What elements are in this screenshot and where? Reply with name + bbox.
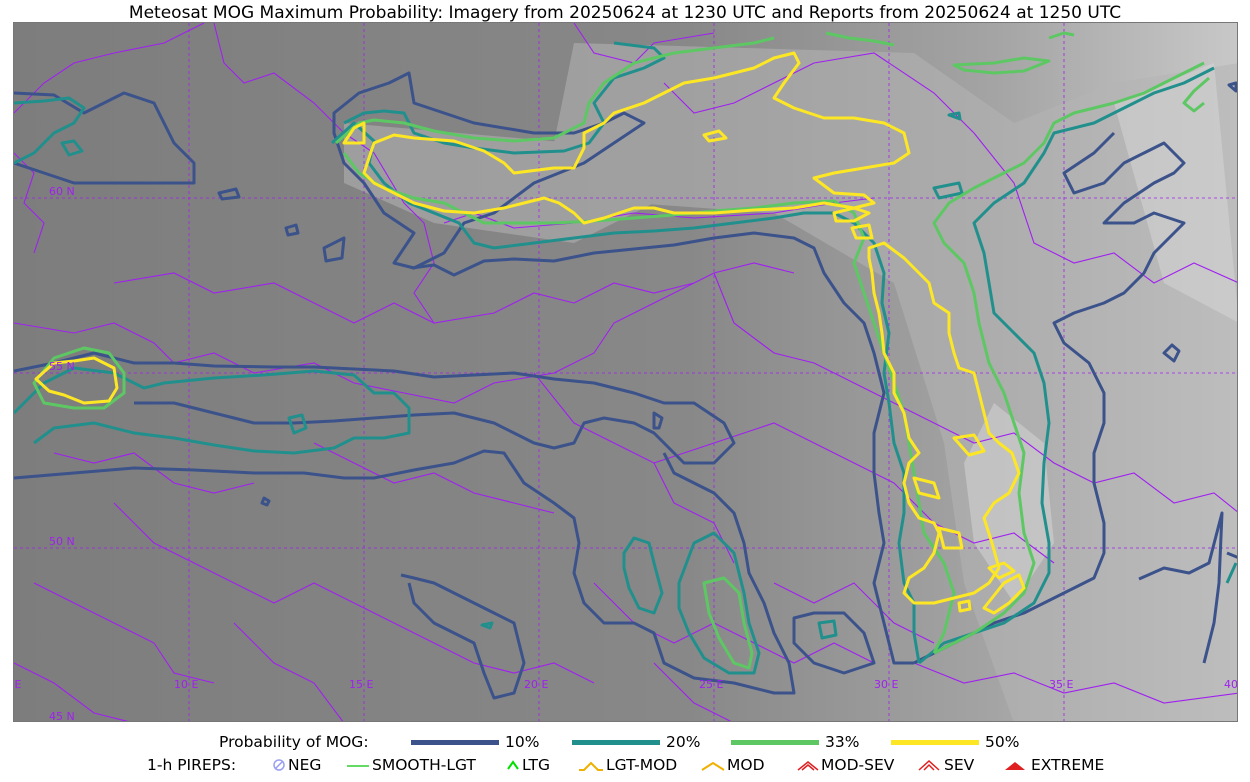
neg-icon xyxy=(273,759,285,771)
legend-item-sev: SEV xyxy=(918,756,974,774)
lat-label-45: 45 N xyxy=(49,710,75,722)
smooth-lgt-icon xyxy=(347,765,369,767)
legend-item-extreme: EXTREME xyxy=(1003,756,1104,774)
legend-item-20: 20% xyxy=(572,733,700,751)
lgt-mod-icon xyxy=(579,761,603,771)
legend-item-50: 50% xyxy=(891,733,1019,751)
swatch-20-line xyxy=(572,739,660,745)
pirep-legend-label: 1-h PIREPS: xyxy=(147,756,237,774)
legend-item-10: 10% xyxy=(411,733,539,751)
legend-item-neg: NEG xyxy=(272,756,321,774)
extreme-icon xyxy=(1005,762,1025,770)
contour-20-percent xyxy=(14,41,1237,675)
swatch-10-line xyxy=(411,739,499,745)
country-borders xyxy=(14,23,1237,721)
lon-label-20: 20 E xyxy=(524,678,548,691)
lon-label-5: 5 E xyxy=(14,678,21,691)
probability-legend-label: Probability of MOG: xyxy=(219,733,369,751)
lon-label-10: 10 E xyxy=(174,678,198,691)
lon-label-25: 25 E xyxy=(699,678,723,691)
cloud-shading xyxy=(344,43,1237,721)
lat-label-55: 55 N xyxy=(49,360,75,373)
legend-item-lgt-mod: LGT-MOD xyxy=(578,756,677,774)
satellite-map[interactable]: 60 N 55 N 50 N 45 N 5 E 10 E 15 E 20 E 2… xyxy=(13,22,1238,722)
mod-icon xyxy=(701,761,725,771)
contour-10-percent xyxy=(14,71,1237,700)
mod-sev-icon xyxy=(797,761,819,771)
map-canvas: 60 N 55 N 50 N 45 N 5 E 10 E 15 E 20 E 2… xyxy=(14,23,1238,722)
sev-icon xyxy=(918,759,940,771)
lat-label-50: 50 N xyxy=(49,535,75,548)
lat-label-60: 60 N xyxy=(49,185,75,198)
swatch-33-line xyxy=(731,739,819,745)
legend-item-mod: MOD xyxy=(701,756,765,774)
lat-lon-grid xyxy=(14,23,1237,721)
contour-50-percent xyxy=(34,51,1026,615)
lon-label-35: 35 E xyxy=(1049,678,1073,691)
lon-label-30: 30 E xyxy=(874,678,898,691)
lon-label-40: 40 E xyxy=(1224,678,1238,691)
swatch-50-line xyxy=(891,739,979,745)
probability-legend: Probability of MOG: 10% 20% 33% 50% xyxy=(0,733,1250,755)
legend-item-ltg: LTG xyxy=(506,756,550,774)
legend-item-smooth-lgt: SMOOTH-LGT xyxy=(346,756,476,774)
lon-label-15: 15 E xyxy=(349,678,373,691)
ltg-icon xyxy=(507,760,519,770)
pirep-legend: 1-h PIREPS: NEG SMOOTH-LGT LTG LGT-MOD M… xyxy=(0,756,1250,778)
page-title: Meteosat MOG Maximum Probability: Imager… xyxy=(128,3,1122,23)
legend-item-mod-sev: MOD-SEV xyxy=(797,756,894,774)
legend-item-33: 33% xyxy=(731,733,859,751)
grid-labels: 60 N 55 N 50 N 45 N 5 E 10 E 15 E 20 E 2… xyxy=(14,185,1238,722)
